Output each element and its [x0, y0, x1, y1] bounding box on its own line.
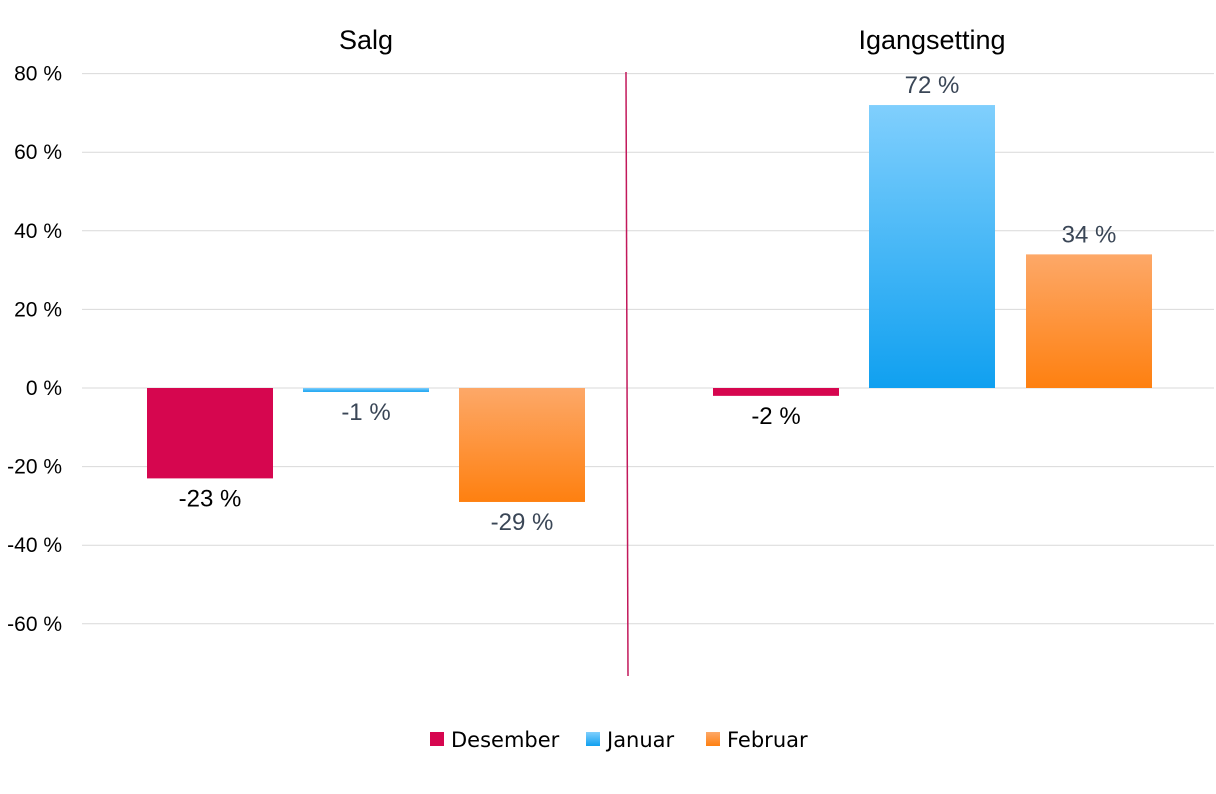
data-labels: -23 % -2 % -1 % 72 % -29 % 34 % [179, 72, 1117, 536]
bar-februar-salg [459, 388, 585, 502]
y-tick-label: 80 % [14, 63, 62, 86]
legend-swatch-januar [586, 732, 600, 746]
bars [147, 105, 1152, 502]
legend-swatch-desember [430, 732, 444, 746]
data-label: -1 % [341, 399, 390, 426]
y-tick-label: -40 % [7, 534, 62, 557]
category-label: Igangsetting [858, 25, 1005, 55]
data-label: 34 % [1062, 221, 1117, 248]
legend: Desember Januar Februar [430, 728, 808, 752]
bar-januar-salg [303, 388, 429, 392]
bar-desember-salg [147, 388, 273, 479]
y-tick-label: -20 % [7, 456, 62, 479]
data-label: 72 % [905, 72, 960, 99]
bar-januar-igangsetting [869, 105, 995, 388]
y-tick-label: 20 % [14, 298, 62, 321]
y-tick-label: -60 % [7, 613, 62, 636]
group-titles: Salg Igangsetting [339, 25, 1006, 55]
group-divider [625, 71, 629, 677]
legend-label: Januar [605, 728, 675, 752]
data-label: -2 % [751, 403, 800, 430]
data-label: -23 % [179, 485, 242, 512]
y-axis: 80 % 60 % 40 % 20 % 0 % -20 % -40 % -60 % [7, 63, 62, 636]
y-tick-label: 60 % [14, 141, 62, 164]
legend-label: Desember [451, 728, 560, 752]
bar-februar-igangsetting [1026, 254, 1152, 388]
data-label: -29 % [491, 509, 554, 536]
bar-desember-igangsetting [713, 388, 839, 396]
category-label: Salg [339, 25, 393, 55]
legend-label: Februar [727, 728, 808, 752]
legend-swatch-februar [706, 732, 720, 746]
y-tick-label: 40 % [14, 220, 62, 243]
y-tick-label: 0 % [26, 377, 62, 400]
